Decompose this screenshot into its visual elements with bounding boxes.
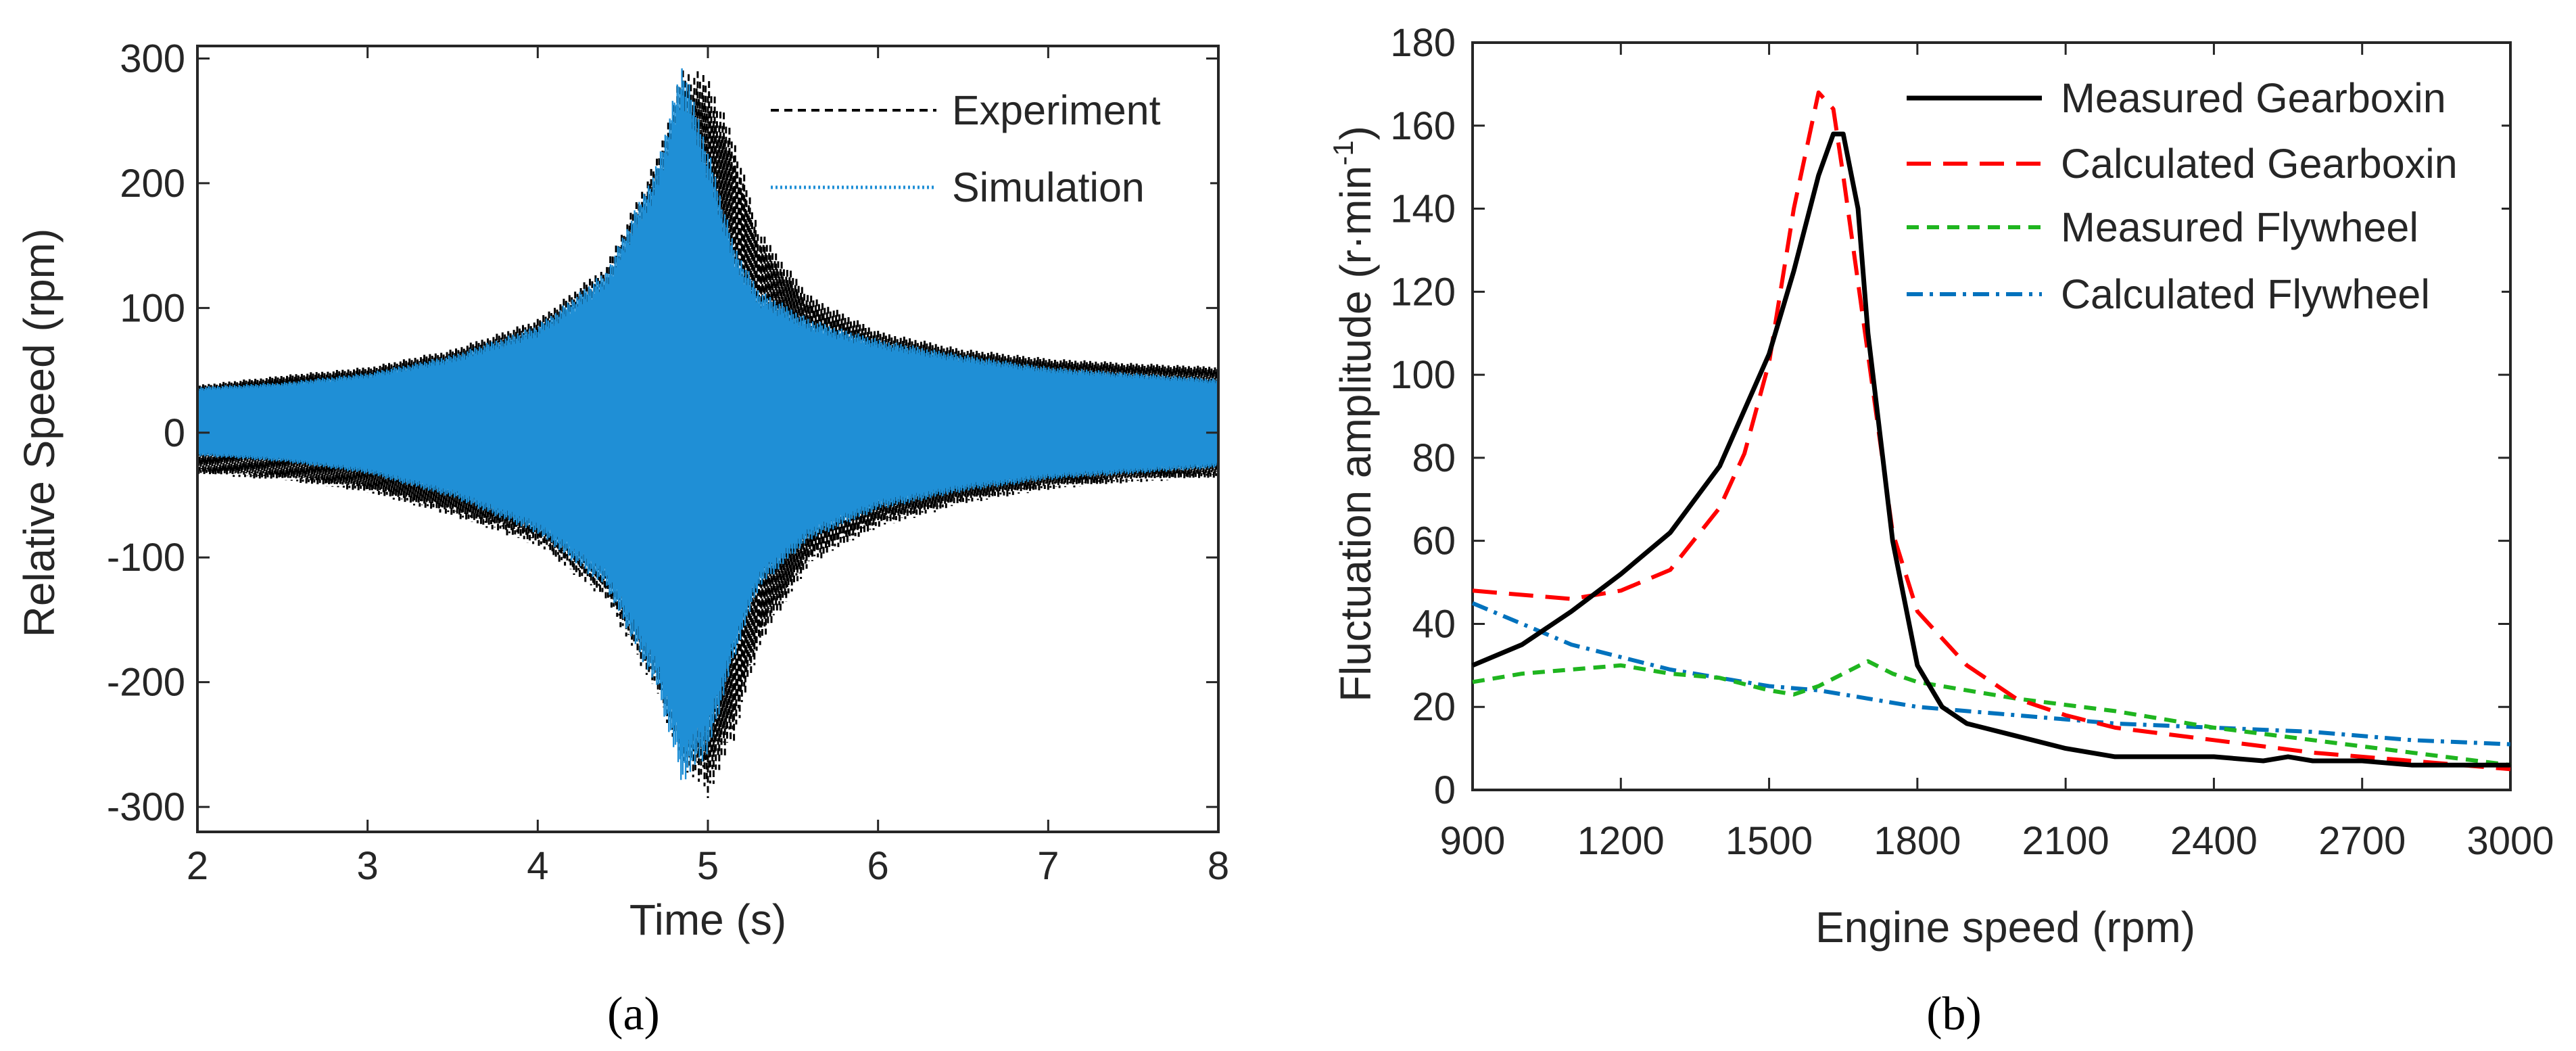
y-tick-label: 20 <box>1412 685 1456 729</box>
x-tick-label: 2100 <box>2022 819 2109 863</box>
panel-b-legend: Measured Gearboxin Calculated Gearboxin … <box>1893 64 2502 328</box>
legend-label-calculated-gearboxin: Calculated Gearboxin <box>2061 141 2458 187</box>
y-tick-label: 100 <box>1390 353 1456 397</box>
series-line-measured-gearboxin <box>1471 131 2510 768</box>
x-tick-label: 1500 <box>1725 819 1813 863</box>
x-tick-label: 3000 <box>2466 819 2554 863</box>
x-tick-label: 2 <box>187 844 208 888</box>
x-tick-label: 1800 <box>1874 819 1961 863</box>
x-tick-label: 7 <box>1037 844 1059 888</box>
y-tick-label: 120 <box>1390 270 1456 314</box>
x-tick-label: 900 <box>1440 819 1506 863</box>
x-tick-label: 6 <box>867 844 889 888</box>
y-tick-label: 160 <box>1390 104 1456 148</box>
legend-label-calculated-flywheel: Calculated Flywheel <box>2061 271 2430 317</box>
panel-a-legend-background <box>764 81 1210 223</box>
series-line-measured-flywheel <box>1472 659 2511 768</box>
y-tick-label: -200 <box>107 661 185 705</box>
y-tick-label: 0 <box>1434 768 1456 812</box>
x-tick-label: 2400 <box>2170 819 2258 863</box>
legend-label-measured-flywheel: Measured Flywheel <box>2061 204 2418 250</box>
x-tick-label: 2700 <box>2318 819 2406 863</box>
y-tick-label: 80 <box>1412 436 1456 480</box>
y-tick-label: 100 <box>120 286 185 330</box>
panel-a-x-axis-label: Time (s) <box>629 895 786 944</box>
x-tick-label: 3 <box>357 844 379 888</box>
panel-a-y-axis-label: Relative Speed (rpm) <box>15 229 64 638</box>
x-tick-label: 8 <box>1208 844 1229 888</box>
panel-b-legend-background <box>1893 64 2502 328</box>
y-tick-label: 60 <box>1412 519 1456 563</box>
y-tick-label: 0 <box>164 411 185 455</box>
panel-b-caption-label: (b) <box>1926 988 1982 1040</box>
series-line-calculated-gearboxin <box>1472 90 2511 772</box>
y-tick-label: 40 <box>1412 602 1456 646</box>
y-tick-label: 180 <box>1390 21 1456 65</box>
y-tick-label: 300 <box>120 37 185 80</box>
legend-label-simulation: Simulation <box>952 164 1145 210</box>
x-tick-label: 5 <box>697 844 719 888</box>
legend-label-experiment: Experiment <box>952 87 1161 133</box>
panel-b-y-axis-label: Fluctuation amplitude (r·min-1) <box>1327 126 1380 702</box>
y-tick-label: 200 <box>120 162 185 206</box>
panel-b-axes-frame <box>1471 41 2512 791</box>
x-tick-label: 4 <box>527 844 548 888</box>
series-line-calculated-flywheel <box>1471 601 2511 747</box>
y-tick-label: -100 <box>107 536 185 580</box>
y-tick-label: -300 <box>107 785 185 829</box>
panel-a-caption-label: (a) <box>607 988 660 1040</box>
x-tick-label: 1200 <box>1577 819 1665 863</box>
panel-b-x-axis-label: Engine speed (rpm) <box>1815 903 2195 952</box>
y-tick-label: 140 <box>1390 187 1456 231</box>
panel-a-legend: Experiment Simulation <box>764 81 1210 223</box>
panel-b-chart: 900 1200 1500 1800 2100 2400 2700 3000 0 20 40 60 8… <box>1327 21 2554 952</box>
legend-label-measured-gearboxin: Measured Gearboxin <box>2061 75 2446 121</box>
